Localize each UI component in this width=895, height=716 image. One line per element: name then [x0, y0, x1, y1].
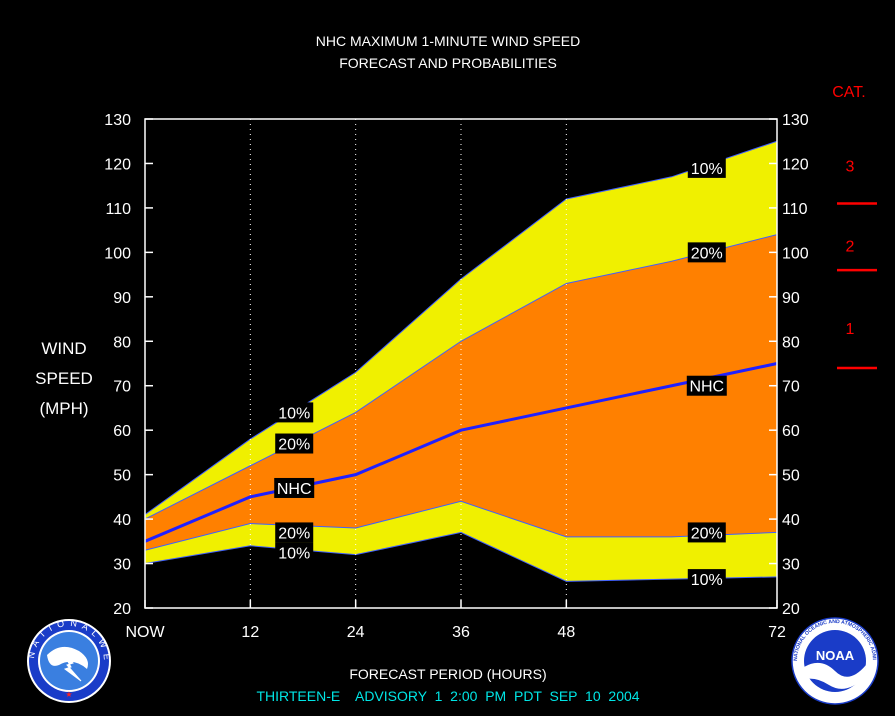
y-tick-label-right-50: 50	[782, 468, 800, 485]
y-tick-label-left-90: 90	[113, 290, 131, 307]
band-labels: 10% 20% NHC 20% 10% 10% 20% NHC 20% 10%	[274, 157, 727, 590]
band-label-3: 20%	[278, 525, 310, 542]
band-label-0: 10%	[278, 405, 310, 422]
y-tick-label-left-60: 60	[113, 423, 131, 440]
y-tick-label-left-40: 40	[113, 512, 131, 529]
band-label-7: NHC	[689, 379, 724, 396]
plot-area	[144, 119, 778, 608]
y-tick-label-left-130: 130	[104, 112, 131, 129]
band-label-box-1	[275, 433, 314, 454]
band-label-2: NHC	[277, 481, 312, 498]
y-tick-label-right-20: 20	[782, 601, 800, 618]
lower-20-percent-line	[144, 500, 778, 551]
band-label-4: 10%	[278, 545, 310, 562]
y-axis-label-line1: WIND	[41, 339, 86, 358]
y-axis-label-line3: (MPH)	[39, 399, 88, 418]
x-axis-label: FORECAST PERIOD (HOURS)	[349, 666, 546, 682]
band-label-box-8	[687, 522, 726, 543]
category-label-1: 1	[846, 321, 855, 338]
y-tick-label-right-90: 90	[782, 290, 800, 307]
band-label-box-9	[687, 569, 726, 590]
band-label-9: 10%	[691, 572, 723, 589]
lower-10-percent-line	[144, 531, 778, 582]
x-tick-label-48: 48	[557, 624, 575, 641]
band-label-1: 20%	[278, 437, 310, 454]
x-tick-label-12: 12	[241, 624, 259, 641]
category-label-2: 2	[846, 239, 855, 256]
category-scale: 1 2 3	[837, 159, 877, 370]
y-tick-label-right-80: 80	[782, 334, 800, 351]
band-label-5: 10%	[691, 161, 723, 178]
y-tick-label-left-70: 70	[113, 379, 131, 396]
x-tick-label-24: 24	[347, 624, 365, 641]
y-tick-label-left-80: 80	[113, 334, 131, 351]
y-tick-label-left-110: 110	[105, 201, 131, 218]
y-tick-label-right-60: 60	[782, 423, 800, 440]
noaa-logo-text: NOAA	[816, 648, 855, 663]
y-tick-label-right-110: 110	[782, 201, 808, 218]
y-axis-label-line2: SPEED	[35, 369, 93, 388]
advisory-line: THIRTEEN-E ADVISORY 1 2:00 PM PDT SEP 10…	[256, 688, 639, 704]
svg-text:★: ★	[65, 690, 72, 699]
band-label-box-6	[687, 242, 726, 263]
x-tick-label-NOW: NOW	[125, 624, 165, 641]
chart-title-line2: FORECAST AND PROBABILITIES	[339, 55, 557, 71]
category-label-3: 3	[846, 159, 855, 176]
y-tick-label-right-120: 120	[782, 156, 809, 173]
y-tick-label-right-100: 100	[782, 245, 809, 262]
y-tick-label-left-100: 100	[104, 245, 131, 262]
band-label-6: 20%	[691, 245, 723, 262]
x-tick-label-72: 72	[768, 624, 786, 641]
nhc-forecast-line	[144, 362, 778, 543]
y-tick-label-right-40: 40	[782, 512, 800, 529]
band-label-box-4	[275, 542, 314, 563]
upper-20-percent-line	[144, 234, 778, 520]
band-label-box-0	[275, 402, 314, 423]
axes: 20 20 30 30 40 40 50 50 60 60 70 70 80 80 90 90 100 100 11…	[104, 112, 809, 641]
band-label-box-2	[274, 477, 315, 498]
chart-title-line1: NHC MAXIMUM 1-MINUTE WIND SPEED	[316, 33, 580, 49]
y-tick-label-right-30: 30	[782, 557, 800, 574]
y-tick-label-left-20: 20	[113, 601, 131, 618]
band-20-percent	[145, 234, 777, 551]
x-tick-label-36: 36	[452, 624, 470, 641]
band-label-box-7	[686, 375, 727, 396]
noaa-logo: NOAA NATIONAL OCEANIC AND ATMOSPHERIC AD…	[791, 617, 879, 705]
nws-logo: N A T I O N A L W E A T H E R ★	[26, 618, 111, 703]
band-label-box-5	[687, 157, 726, 178]
y-tick-label-left-120: 120	[104, 156, 131, 173]
category-header: CAT.	[832, 84, 865, 101]
y-tick-label-right-70: 70	[782, 379, 800, 396]
y-tick-label-left-30: 30	[113, 557, 131, 574]
y-tick-label-right-130: 130	[782, 112, 809, 129]
y-tick-label-left-50: 50	[113, 468, 131, 485]
band-label-box-3	[275, 522, 314, 543]
band-label-8: 20%	[691, 525, 723, 542]
